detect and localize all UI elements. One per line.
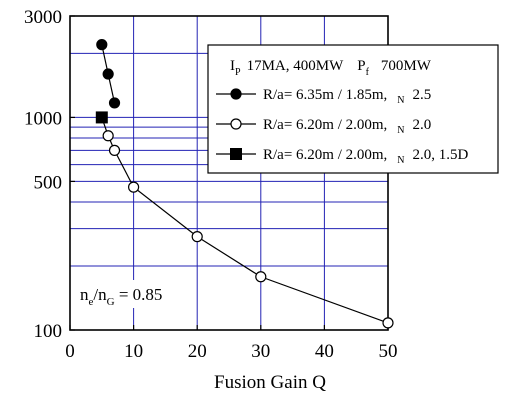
y-tick-label: 100	[34, 321, 63, 342]
x-tick-label: 50	[379, 341, 398, 362]
legend-param-subscript: N	[397, 125, 404, 136]
data-point-open	[255, 271, 267, 283]
annotation-ne-sub: e	[89, 296, 94, 308]
data-point-open	[102, 130, 114, 142]
legend-series-name: R/a= 6.20m / 2.00m,	[263, 117, 387, 133]
legend-pf-text: 700MW	[381, 58, 432, 74]
data-point-filled	[102, 68, 114, 80]
annotation-ne: n	[80, 285, 89, 304]
data-point-open	[382, 317, 394, 329]
legend-ip-text: 17MA, 400MW	[247, 58, 345, 74]
legend-series-name: R/a= 6.20m / 2.00m,	[263, 147, 387, 163]
density-annotation: ne/nG = 0.85	[76, 280, 194, 308]
annotation-value: = 0.85	[115, 285, 163, 304]
data-point-open	[230, 118, 242, 130]
x-tick-label: 10	[124, 341, 143, 362]
legend-label: R/a= 6.20m / 2.00m, N 2.0, 1.5D	[263, 147, 469, 166]
legend-param-subscript: N	[397, 155, 404, 166]
series-2	[96, 111, 394, 329]
annotation-background	[76, 280, 194, 308]
legend-rows: R/a= 6.35m / 1.85m, N 2.5 R/a= 6.20m / 2.00…	[216, 87, 469, 166]
data-series	[95, 39, 394, 329]
y-tick-label: 3000	[24, 7, 62, 28]
legend-header: IP 17MA, 400MW Pf 700MW	[230, 58, 432, 78]
legend-row-3: R/a= 6.20m / 2.00m, N 2.0, 1.5D	[216, 147, 469, 166]
data-point-open	[108, 144, 121, 156]
legend-row-1: R/a= 6.35m / 1.85m, N 2.5	[216, 87, 431, 106]
series-1	[96, 39, 121, 109]
legend-label: R/a= 6.35m / 1.85m, N 2.5	[263, 87, 431, 106]
legend-param-value: 2.5	[413, 87, 432, 103]
data-point-filled	[96, 39, 108, 51]
series-3	[95, 111, 108, 124]
legend-pf-sub: f	[366, 67, 370, 78]
x-tick-label: 30	[251, 341, 270, 362]
legend-param-subscript: N	[397, 95, 404, 106]
x-tick-label: 20	[188, 341, 207, 362]
legend-param-value: 2.0	[413, 117, 432, 133]
data-point-open	[128, 181, 140, 193]
tick-labels: 0 10 20 30 40 50 100 500 1000 3000	[24, 7, 398, 362]
x-tick-label: 0	[65, 341, 75, 362]
legend-series-name: R/a= 6.35m / 1.85m,	[263, 87, 387, 103]
data-point-square	[95, 111, 108, 124]
data-point-filled	[230, 88, 242, 100]
x-axis-label: Fusion Gain Q	[214, 372, 326, 393]
legend-box	[207, 44, 499, 174]
legend-row-2: R/a= 6.20m / 2.00m, N 2.0	[216, 117, 431, 136]
y-tick-label: 1000	[24, 108, 62, 129]
data-point-square	[230, 148, 242, 160]
legend-ip-symbol: I	[230, 58, 235, 74]
legend-param-value: 2.0, 1.5D	[413, 147, 469, 163]
x-tick-label: 40	[315, 341, 334, 362]
data-point-open	[191, 231, 203, 243]
legend-label: R/a= 6.20m / 2.00m, N 2.0	[263, 117, 431, 136]
annotation-ng-sub: G	[107, 296, 115, 308]
legend: IP 17MA, 400MW Pf 700MW R/a= 6.35m / 1.85m,…	[207, 44, 499, 174]
annotation-text: ne/nG = 0.85	[80, 285, 162, 308]
legend-ip-sub: P	[235, 67, 241, 78]
data-point-filled	[108, 97, 121, 109]
annotation-slash: /n	[93, 285, 107, 304]
y-tick-label: 500	[34, 172, 63, 193]
legend-pf-symbol: P	[357, 58, 365, 74]
